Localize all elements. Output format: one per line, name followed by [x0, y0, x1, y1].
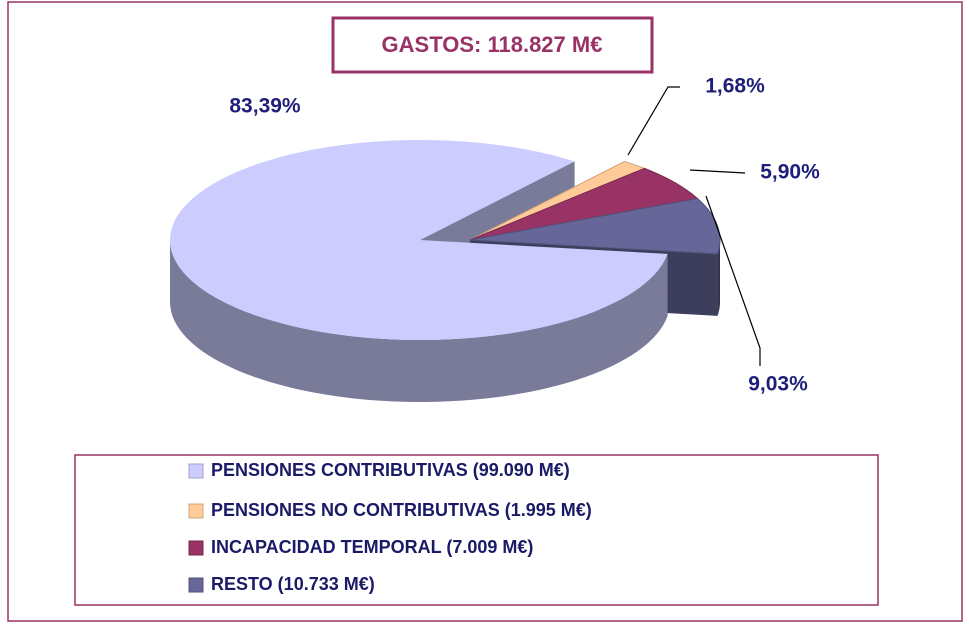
legend-label: PENSIONES CONTRIBUTIVAS (99.090 M€) — [211, 460, 570, 480]
legend-swatch — [188, 503, 204, 519]
legend-swatch — [188, 463, 204, 479]
legend-swatch — [188, 540, 204, 556]
data-label: 9,03% — [748, 373, 808, 396]
chart-title: GASTOS: 118.827 M€ — [382, 32, 603, 57]
legend-label: PENSIONES NO CONTRIBUTIVAS (1.995 M€) — [211, 500, 592, 520]
leader-line — [689, 169, 746, 174]
slice-side — [717, 240, 720, 316]
leader-line — [627, 86, 680, 156]
legend: PENSIONES CONTRIBUTIVAS (99.090 M€) PENSI… — [188, 460, 592, 594]
data-label: 83,39% — [229, 95, 301, 118]
leader-line — [705, 195, 761, 366]
legend-label: RESTO (10.733 M€) — [211, 574, 375, 594]
data-label: 5,90% — [760, 161, 820, 184]
data-label: 1,68% — [705, 75, 765, 98]
pie — [170, 140, 721, 403]
pie-slice — [170, 140, 668, 340]
legend-label: INCAPACIDAD TEMPORAL (7.009 M€) — [211, 537, 533, 557]
legend-box — [74, 454, 879, 606]
pie-slice — [469, 197, 721, 255]
title-box — [331, 16, 654, 74]
legend-swatch — [188, 577, 204, 593]
slice-side — [170, 240, 668, 403]
